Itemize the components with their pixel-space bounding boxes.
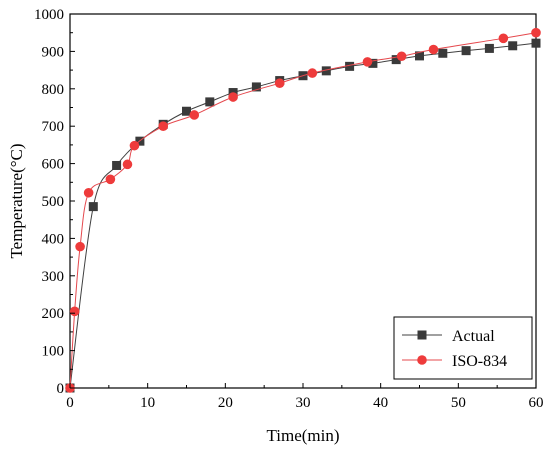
y-tick-label: 700 — [42, 119, 65, 135]
data-point-actual — [205, 97, 215, 107]
data-point-iso-834 — [69, 306, 80, 317]
series-layer — [65, 27, 541, 393]
data-point-iso-834 — [228, 92, 238, 102]
data-point-actual — [484, 43, 494, 53]
data-point-actual — [345, 61, 355, 71]
y-tick-label: 900 — [42, 44, 65, 60]
x-tick-label: 0 — [66, 395, 74, 411]
data-point-actual — [251, 82, 261, 92]
x-tick-label: 50 — [451, 395, 466, 411]
data-point-iso-834 — [158, 121, 168, 131]
data-point-actual — [508, 41, 518, 51]
legend-box — [393, 316, 533, 380]
data-point-iso-834 — [274, 78, 285, 88]
data-point-iso-834 — [122, 159, 133, 170]
data-point-iso-834 — [428, 44, 439, 55]
data-point-iso-834 — [396, 51, 407, 62]
data-point-actual — [415, 51, 424, 61]
legend-item-iso-834: ISO-834 — [402, 353, 507, 370]
data-point-actual — [112, 160, 122, 170]
data-point-iso-834 — [498, 33, 509, 44]
legend-marker-iso-834 — [417, 355, 427, 365]
legend-item-actual: Actual — [402, 328, 495, 345]
x-tick-label: 20 — [218, 395, 233, 411]
data-point-iso-834 — [105, 174, 116, 185]
data-point-iso-834 — [531, 27, 541, 38]
data-point-iso-834 — [83, 187, 94, 198]
data-point-actual — [368, 58, 378, 68]
y-tick-label: 1000 — [34, 7, 64, 23]
x-tick-label: 10 — [140, 395, 155, 411]
y-tick-label: 500 — [42, 194, 65, 210]
data-point-iso-834 — [129, 140, 140, 151]
y-tick-label: 300 — [42, 269, 65, 285]
data-point-actual — [88, 202, 98, 212]
data-point-actual — [391, 55, 401, 65]
y-tick-label: 800 — [42, 82, 65, 98]
y-tick-label: 100 — [42, 344, 65, 360]
legend-marker-actual — [417, 330, 427, 340]
data-point-actual — [182, 106, 191, 116]
legend-label-iso-834: ISO-834 — [452, 353, 507, 370]
data-point-iso-834 — [362, 57, 373, 67]
axes-layer: 0 10 20 30 40 50 60010020030040050060070080090… — [34, 7, 544, 411]
legend: Actual ISO-834 — [393, 316, 533, 380]
data-point-iso-834 — [75, 241, 85, 252]
data-point-iso-834 — [189, 110, 200, 120]
data-point-actual — [461, 46, 471, 56]
data-point-iso-834 — [307, 68, 318, 78]
x-tick-label: 60 — [529, 395, 544, 411]
data-point-actual — [321, 66, 331, 76]
data-point-actual — [438, 48, 448, 58]
x-tick-label: 40 — [373, 395, 388, 411]
x-axis-label: Time(min) — [266, 426, 339, 445]
y-tick-label: 0 — [57, 381, 65, 397]
data-point-actual — [531, 38, 541, 48]
x-tick-label: 30 — [296, 395, 311, 411]
y-tick-label: 600 — [42, 157, 65, 173]
y-tick-label: 400 — [42, 231, 65, 247]
legend-label-actual: Actual — [452, 328, 495, 345]
y-axis-label: Temperature(°C) — [7, 143, 26, 258]
y-tick-label: 200 — [42, 306, 65, 322]
